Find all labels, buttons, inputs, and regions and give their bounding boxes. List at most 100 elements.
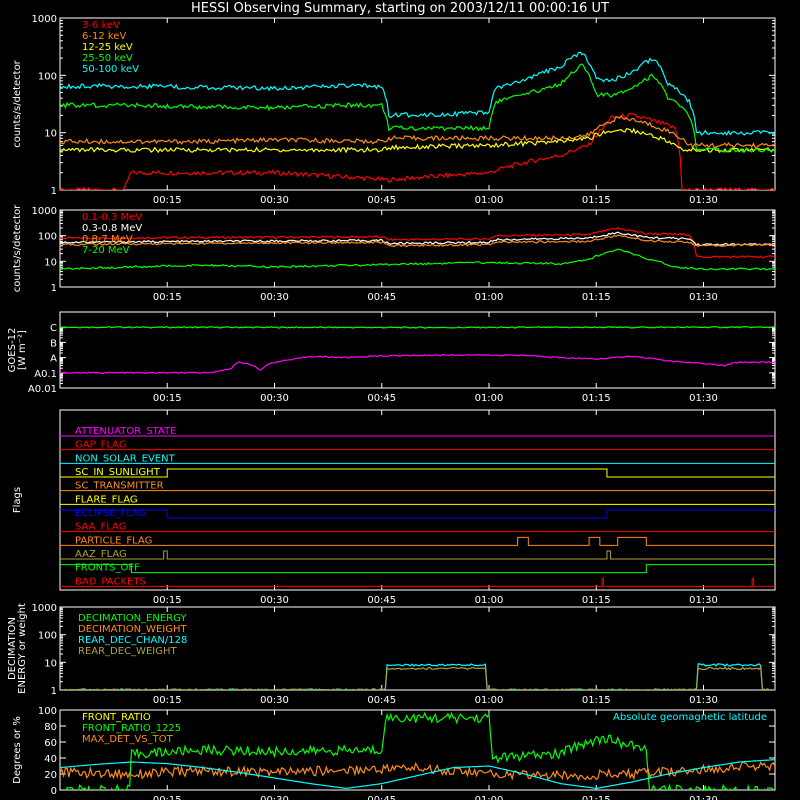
plot-frame [59, 17, 776, 191]
y-tick-label: B [50, 338, 57, 349]
y-tick-label: 10 [44, 658, 57, 669]
y-tick-label: 1000 [32, 603, 57, 614]
x-tick-label: 00:15 [153, 292, 182, 303]
x-tick-label: 01:30 [689, 595, 718, 606]
x-tick-label: 01:30 [689, 393, 718, 404]
plot-frame [59, 409, 776, 591]
x-tick-label: 00:30 [260, 695, 289, 706]
legend-entry: 0.1-0.3 MeV [82, 212, 142, 223]
y-axis-label: Flags [12, 487, 23, 513]
annotation-label: Absolute geomagnetic latitude [613, 712, 767, 723]
y-axis-label: GOES-12 [7, 328, 18, 373]
flag-label: SC_IN_SUNLIGHT [75, 467, 161, 478]
plot-area [60, 227, 775, 271]
x-tick-label: 01:15 [582, 195, 611, 206]
y-tick-label: 100 [38, 706, 57, 717]
legend-entry: 6-12 keV [82, 31, 126, 42]
y-axis-label: counts/s/detector [12, 59, 23, 147]
series-line [60, 248, 775, 271]
figure-title: HESSI Observing Summary, starting on 200… [191, 1, 609, 16]
x-tick-label: 00:30 [260, 595, 289, 606]
flag-label: SAA_FLAG [75, 522, 126, 533]
legend-entry: 50-100 keV [82, 64, 139, 75]
y-axis-label: Degrees or % [12, 716, 23, 784]
plot-area [60, 51, 775, 190]
x-tick-label: 01:00 [475, 393, 504, 404]
series-line [60, 666, 775, 690]
x-tick-label: 01:30 [689, 292, 718, 303]
series-line [60, 127, 775, 154]
y-tick-label: 80 [44, 722, 57, 733]
legend-entry: REAR_DEC_CHAN/128 [78, 635, 187, 646]
y-tick-label: 100 [38, 71, 57, 82]
flag-label: NON_SOLAR_EVENT [75, 453, 176, 464]
x-tick-label: 01:00 [475, 292, 504, 303]
y-tick-label: 10 [44, 129, 57, 140]
x-tick-label: 00:15 [153, 695, 182, 706]
legend-entry: 25-50 keV [82, 53, 133, 64]
x-tick-label: 01:15 [582, 393, 611, 404]
y-tick-label: 0 [51, 786, 57, 797]
series-line [60, 234, 775, 248]
x-tick-label: 00:45 [367, 595, 396, 606]
plot-frame [59, 709, 776, 791]
series-line [60, 51, 775, 136]
series-line [60, 113, 775, 190]
x-tick-label: 00:15 [153, 393, 182, 404]
x-tick-label: 01:15 [582, 695, 611, 706]
plot-area [60, 325, 775, 375]
y-tick-label: 1 [51, 686, 57, 697]
y-axis-label: counts/s/detector [12, 204, 23, 292]
series-line [60, 227, 775, 259]
x-tick-label: 00:30 [260, 393, 289, 404]
y-axis-label: ENERGY or weight [17, 603, 28, 694]
legend-entry: FRONT_RATIO_1225 [82, 723, 181, 734]
legend-entry: FRONT_RATIO [82, 712, 151, 723]
x-tick-label: 00:45 [367, 393, 396, 404]
panel-ratios: 00:15 00:30 00:45 01:00 01:15 01:30 Degrees or… [12, 706, 776, 800]
legend-entry: 0.3-0.8 MeV [82, 223, 142, 234]
flag-line [60, 509, 775, 519]
y-tick-label: 1 [51, 283, 57, 294]
flag-label: FLARE_FLAG [75, 494, 138, 505]
plot-frame [59, 209, 776, 288]
x-tick-label: 00:45 [367, 195, 396, 206]
plot-area [60, 663, 775, 690]
y-axis-label: DECIMATION [7, 617, 18, 680]
series-line [60, 353, 775, 375]
flag-label: ECLIPSE_FLAG [75, 508, 146, 519]
x-tick-label: 01:30 [689, 795, 718, 800]
x-tick-label: 01:15 [582, 795, 611, 800]
legend-entry: DECIMATION_WEIGHT [78, 624, 187, 635]
flag-line [60, 577, 775, 587]
y-tick-label: A [50, 354, 57, 365]
x-tick-label: 01:30 [689, 195, 718, 206]
y-tick-label: A0.01 [28, 384, 57, 395]
plot-frame [59, 606, 776, 691]
panel-decimation: 00:15 00:30 00:45 01:00 01:15 01:30 DECIMATION… [7, 603, 776, 706]
plot-area [60, 435, 775, 587]
x-tick-label: 01:00 [475, 595, 504, 606]
y-tick-label: 100 [38, 232, 57, 243]
flag-label: BAD_PACKETS [75, 576, 146, 587]
x-tick-label: 00:30 [260, 195, 289, 206]
panel-flags: 00:15 00:30 00:45 01:00 01:15 01:30 Flags ATTEN… [12, 409, 776, 606]
x-tick-label: 00:15 [153, 195, 182, 206]
y-tick-label: 10 [44, 257, 57, 268]
y-tick-label: 40 [44, 754, 57, 765]
series-line [60, 115, 775, 149]
y-tick-label: C [50, 323, 57, 334]
flag-label: PARTICLE_FLAG [75, 535, 152, 546]
x-tick-label: 00:30 [260, 292, 289, 303]
x-tick-label: 00:45 [367, 795, 396, 800]
series-line [65, 711, 775, 790]
x-tick-label: 00:30 [260, 795, 289, 800]
x-tick-label: 01:15 [582, 292, 611, 303]
legend-entry: 3-6 keV [82, 20, 120, 31]
series-line [60, 231, 775, 247]
panel-hxr: 00:15 00:30 00:45 01:00 01:15 01:30 counts/s/d… [12, 14, 776, 206]
series-line [60, 759, 775, 790]
legend-entry: 7-20 MeV [82, 245, 130, 256]
y-axis-label: [W m⁻²] [17, 330, 28, 370]
